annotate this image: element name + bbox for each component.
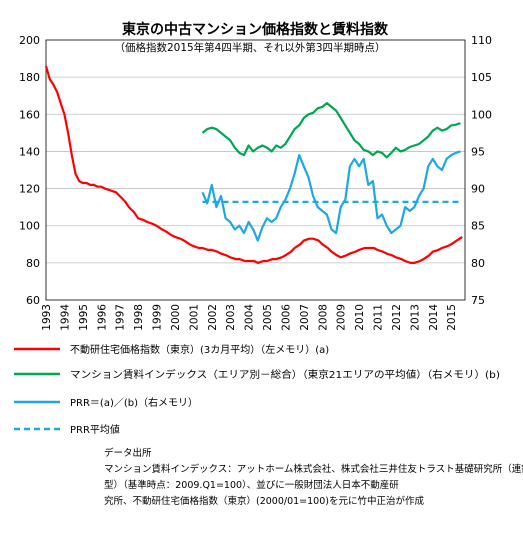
x-tick-label: 1998 [133,304,145,331]
x-tick-label: 2004 [244,304,256,331]
x-tick-label: 1996 [96,304,108,331]
x-tick-label: 2014 [428,304,440,331]
x-tick-label: 2005 [262,304,274,331]
series-line-rent-index [201,101,461,159]
y-left-tick-label: 80 [26,257,40,270]
x-tick-label: 2015 [446,304,458,331]
x-tick-label: 1993 [41,304,53,331]
legend-label-prr-average: PRR平均値 [70,423,120,436]
y-right-tick-label: 110 [471,34,492,47]
x-tick-label: 2002 [207,304,219,331]
series-line-prr [201,150,461,242]
grid-lines [46,76,465,264]
y-right-tick-label: 95 [471,145,485,158]
x-tick-label: 1997 [115,304,127,331]
source-heading: データ出所 [104,447,152,459]
source-body-line: マンション賃料インデックス：アットホーム株式会社、株式会社三井住友トラスト基礎研… [104,463,523,475]
x-tick-label: 2000 [170,304,182,331]
source-body-line: 究所、不動研住宅価格指数（東京）(2000/01=100)を元に竹中正治が作成 [104,495,424,507]
chart-subtitle: （価格指数2015年第4四半期、それ以外第3四半期時点） [114,41,385,54]
x-tick-label: 1994 [59,304,71,331]
y-left-tick-label: 200 [19,34,40,47]
left-axis-ticks: 60 80 100 120 140 160 180 200 [19,34,40,307]
y-right-tick-label: 75 [471,294,485,307]
series-line-price-index [44,65,463,264]
legend-label-prr: PRR＝(a)／(b)（右メモリ） [70,396,198,409]
x-tick-label: 2008 [317,304,329,331]
source-notes: データ出所 マンション賃料インデックス：アットホーム株式会社、株式会社三井住友ト… [104,447,523,507]
y-left-tick-label: 60 [26,294,40,307]
y-right-tick-label: 85 [471,220,485,233]
x-tick-label: 2013 [409,304,421,331]
legend-item-prr-average: PRR平均値 [14,423,120,436]
y-left-tick-label: 180 [19,71,40,84]
y-left-tick-label: 100 [19,220,40,233]
x-tick-label: 2012 [391,304,403,331]
legend-item-price-index: 不動研住宅価格指数（東京）(3カ月平均）（左メモリ）(a) [14,343,329,356]
y-right-tick-label: 100 [471,108,492,121]
y-right-tick-label: 80 [471,257,485,270]
series-lines [44,65,463,264]
legend-label-rent-index: マンション賃料インデックス（エリア別－総合）（東京21エリアの平均値）（右メモリ… [70,368,500,381]
x-tick-label: 2011 [373,304,385,331]
x-tick-label: 2006 [280,304,292,331]
y-left-tick-label: 120 [19,183,40,196]
x-tick-label: 2003 [225,304,237,331]
y-left-tick-label: 140 [19,145,40,158]
y-right-tick-label: 90 [471,183,485,196]
chart-title: 東京の中古マンション価格指数と賃料指数 [122,21,389,38]
x-tick-label: 1995 [78,304,90,331]
legend: 不動研住宅価格指数（東京）(3カ月平均）（左メモリ）(a) マンション賃料インデ… [14,343,500,436]
legend-item-prr: PRR＝(a)／(b)（右メモリ） [14,396,198,409]
source-body: マンション賃料インデックス：アットホーム株式会社、株式会社三井住友トラスト基礎研… [104,463,523,507]
legend-item-rent-index: マンション賃料インデックス（エリア別－総合）（東京21エリアの平均値）（右メモリ… [14,368,500,381]
right-axis-ticks: 75 80 85 90 95 100 105 110 [471,34,492,307]
y-left-tick-label: 160 [19,108,40,121]
x-tick-label: 2001 [188,304,200,331]
x-tick-label: 1999 [152,304,164,331]
y-right-tick-label: 105 [471,71,492,84]
x-tick-label: 2007 [299,304,311,331]
x-tick-label: 2009 [336,304,348,331]
legend-label-price-index: 不動研住宅価格指数（東京）(3カ月平均）（左メモリ）(a) [70,343,329,356]
plot-area-frame [45,39,466,301]
x-axis-ticks: 1993 1994 1995 1996 1997 1998 1999 2000 2001 2002… [41,304,458,331]
source-body-line: 型）（基準時点：2009.Q1=100）、並びに一般財団法人日本不動産研 [104,479,399,491]
x-tick-label: 2010 [354,304,366,331]
